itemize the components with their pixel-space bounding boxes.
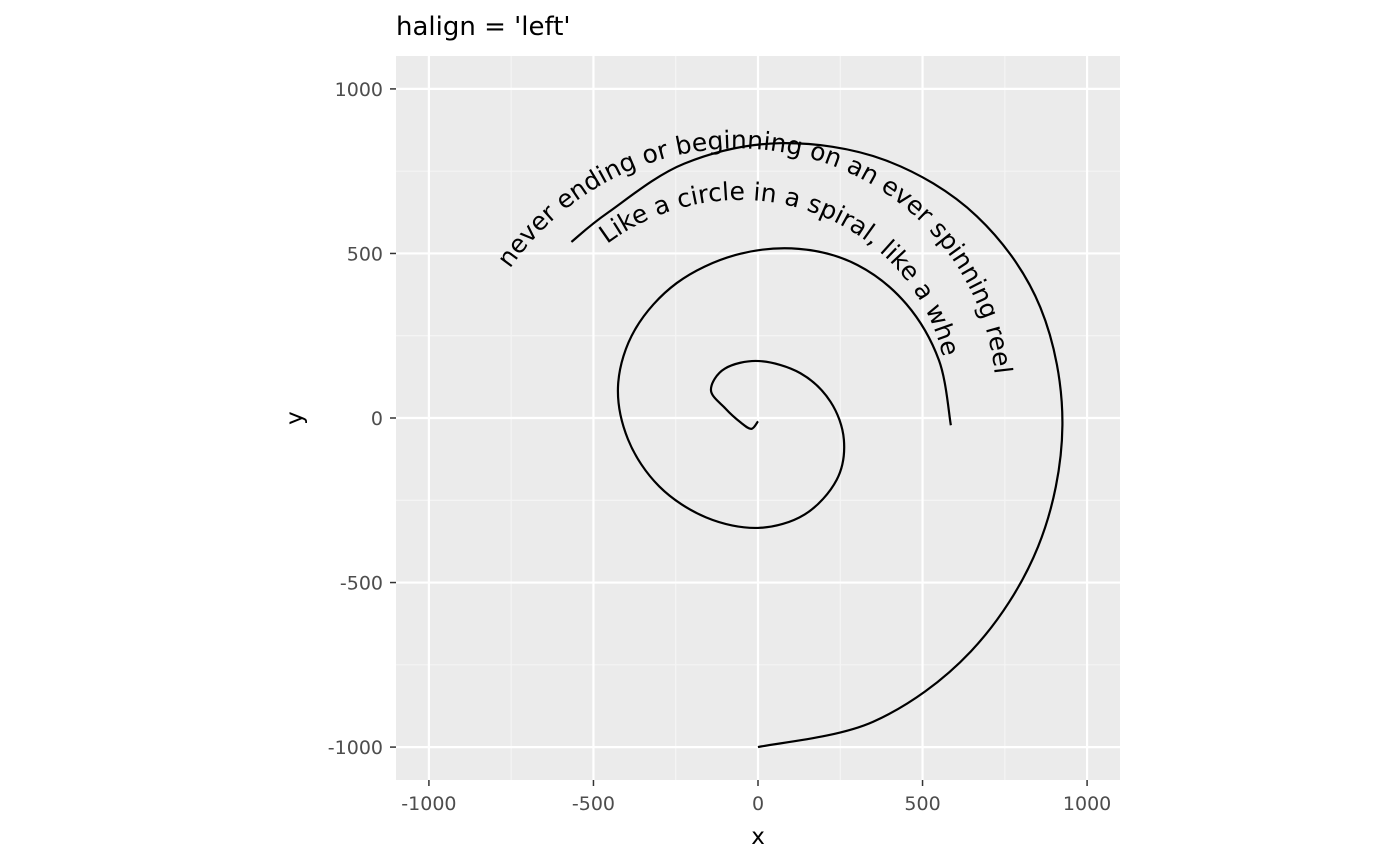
axis-ticks [390,88,1088,786]
x-tick-label: 1000 [1063,793,1111,815]
x-axis-tick-labels: -1000 -500 0 500 1000 [401,793,1111,815]
y-tick-label: 1000 [335,79,383,101]
x-tick-label: -1000 [401,793,456,815]
x-tick-label: 0 [752,793,764,815]
y-tick-label: 500 [347,243,383,265]
spiral-line-outer [570,142,1064,749]
x-axis-title: x [751,824,765,850]
plot-title: halign = 'left' [396,12,571,42]
x-tick-label: 500 [904,793,940,815]
x-tick-label: -500 [572,793,615,815]
y-tick-label: 0 [371,408,383,430]
major-gridlines [396,56,1120,780]
y-tick-label: -500 [340,573,383,595]
y-axis-title: y [282,411,308,425]
spiral-line-inner [616,247,952,530]
y-axis-tick-labels: -1000 -500 0 500 1000 [328,79,383,759]
y-tick-label: -1000 [328,737,383,759]
spiral-series [570,142,1064,749]
